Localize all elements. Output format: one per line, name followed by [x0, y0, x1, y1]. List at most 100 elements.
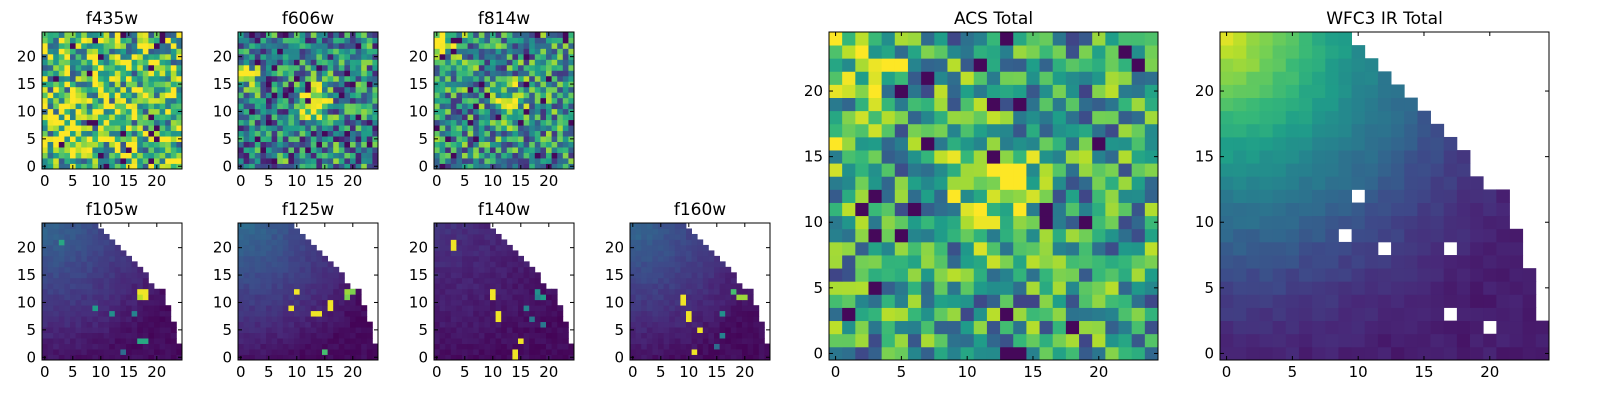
heatmap-cell	[467, 97, 474, 104]
heatmap-cell	[473, 158, 480, 164]
heatmap-cell	[165, 343, 172, 350]
heatmap-cell	[64, 136, 71, 142]
heatmap-cell	[120, 283, 127, 290]
heatmap-cell	[142, 32, 149, 38]
heatmap-cell	[635, 277, 642, 284]
heatmap-cell	[434, 70, 440, 77]
heatmap-cell	[490, 152, 496, 159]
x-tick-label: 0	[40, 172, 50, 190]
heatmap-cell	[456, 86, 463, 93]
heatmap-cell	[159, 37, 166, 44]
heatmap-cell	[842, 294, 856, 308]
heatmap-cell	[70, 81, 76, 88]
heatmap-cell	[512, 349, 519, 355]
heatmap-cell	[1391, 294, 1405, 308]
heatmap-cell	[344, 354, 351, 361]
heatmap-cell	[159, 130, 166, 137]
heatmap-cell	[652, 228, 659, 235]
heatmap-cell	[238, 152, 244, 159]
heatmap-cell	[1118, 228, 1133, 243]
heatmap-cell	[868, 136, 883, 151]
heatmap-cell	[170, 152, 177, 159]
heatmap-cell	[921, 58, 935, 72]
heatmap-cell	[473, 266, 480, 273]
heatmap-cell	[652, 299, 659, 306]
heatmap-cell	[98, 310, 104, 317]
heatmap-cell	[663, 228, 670, 235]
heatmap-cell	[540, 152, 547, 159]
heatmap-cell	[271, 59, 278, 66]
heatmap-cell	[86, 316, 93, 323]
heatmap-cell	[669, 266, 676, 273]
heatmap-cell	[176, 59, 183, 66]
heatmap-cell	[271, 130, 278, 137]
heatmap-cell	[120, 136, 127, 142]
heatmap-cell	[501, 130, 508, 137]
heatmap-cell	[361, 32, 368, 38]
heatmap-cell	[557, 125, 564, 132]
heatmap-cell	[254, 294, 261, 301]
heatmap-cell	[630, 277, 636, 284]
heatmap-cell	[238, 349, 244, 355]
heatmap-cell	[829, 294, 843, 308]
heatmap-cell	[254, 70, 261, 77]
heatmap-cell	[1417, 320, 1431, 335]
heatmap-cell	[702, 316, 709, 323]
heatmap-cell	[725, 272, 732, 279]
heatmap-cell	[1026, 189, 1040, 203]
heatmap-cell	[333, 343, 340, 350]
heatmap-cell	[333, 136, 340, 142]
heatmap-cell	[652, 283, 659, 290]
heatmap-cell	[126, 70, 132, 77]
heatmap-cell	[674, 228, 681, 235]
heatmap-cell	[344, 299, 351, 306]
heatmap-cell	[148, 119, 155, 126]
heatmap-cell	[64, 343, 71, 350]
heatmap-cell	[1522, 333, 1537, 348]
heatmap-cell	[70, 70, 76, 77]
heatmap-cell	[238, 64, 244, 71]
heatmap-cell	[64, 59, 71, 66]
heatmap-cell	[103, 81, 110, 88]
heatmap-cell	[1013, 241, 1027, 256]
heatmap-cell	[562, 152, 569, 159]
heatmap-cell	[294, 70, 300, 77]
heatmap-cell	[1456, 281, 1471, 295]
heatmap-cell	[131, 92, 138, 99]
heatmap-cell	[658, 244, 664, 251]
heatmap-cell	[277, 349, 284, 355]
heatmap-cell	[310, 75, 317, 82]
heatmap-cell	[372, 75, 379, 82]
heatmap-cell	[109, 277, 116, 284]
heatmap-cell	[450, 147, 457, 153]
heatmap-cell	[58, 92, 65, 99]
heatmap-cell	[282, 255, 289, 262]
heatmap-cell	[546, 103, 552, 110]
heatmap-cell	[1013, 202, 1027, 217]
heatmap-cell	[170, 108, 177, 115]
heatmap-cell	[1522, 307, 1537, 322]
heatmap-cell	[540, 75, 547, 82]
heatmap-cell	[361, 349, 368, 355]
y-tick-label: 15	[17, 75, 36, 93]
heatmap-cell	[75, 48, 82, 55]
heatmap-cell	[1013, 320, 1027, 335]
heatmap-cell	[338, 53, 345, 60]
heatmap-cell	[154, 119, 160, 126]
heatmap-cell	[680, 228, 687, 235]
heatmap-cell	[467, 266, 474, 273]
heatmap-cell	[1000, 202, 1014, 217]
heatmap-cell	[518, 272, 524, 279]
heatmap-cell	[299, 321, 306, 328]
y-tick-label: 20	[804, 82, 823, 100]
heatmap-cell	[1039, 268, 1054, 282]
heatmap-cell	[327, 288, 334, 295]
heatmap-cell	[551, 338, 558, 344]
heatmap-cell	[947, 294, 961, 308]
heatmap-cell	[322, 92, 328, 99]
heatmap-cell	[652, 255, 659, 262]
heatmap-cell	[641, 239, 648, 246]
heatmap-cell	[310, 316, 317, 323]
heatmap-cell	[47, 92, 54, 99]
heatmap-cell	[1039, 136, 1054, 151]
